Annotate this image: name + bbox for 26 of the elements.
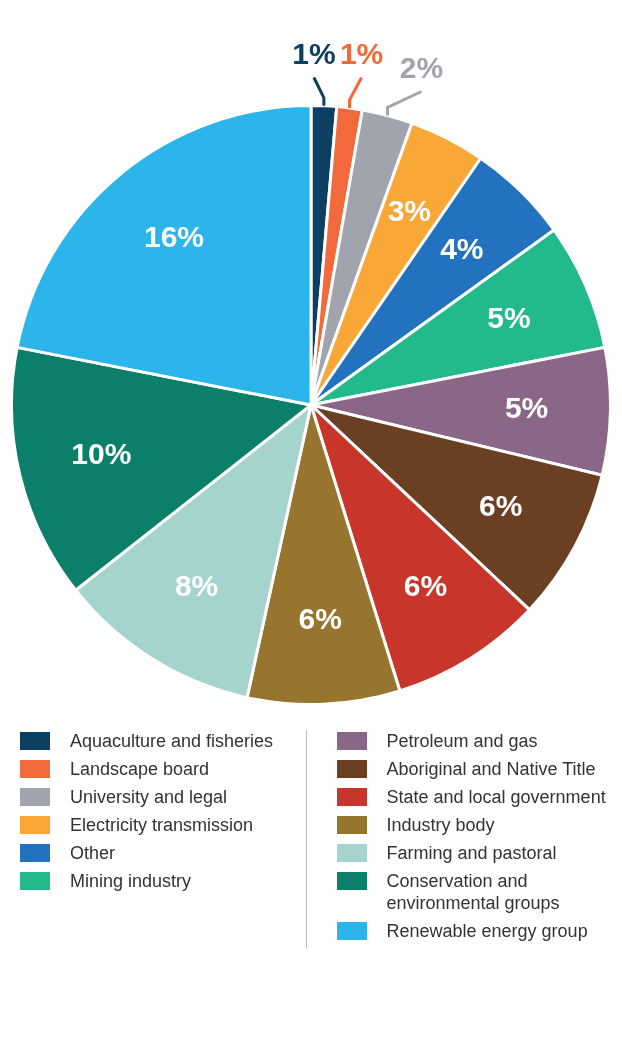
legend-label: Renewable energy group (386, 920, 588, 942)
data-label: 5% (504, 390, 549, 424)
legend-label: Aboriginal and Native Title (386, 758, 596, 780)
legend-label: Electricity transmission (70, 814, 254, 836)
data-label: 1% (292, 36, 336, 70)
data-label: 5% (487, 300, 531, 334)
data-label: 6% (479, 488, 523, 522)
legend-label: State and local government (386, 786, 606, 808)
data-label: 2% (399, 50, 444, 84)
data-label: 4% (440, 232, 484, 266)
data-label: 16% (143, 219, 204, 253)
data-label: 8% (174, 569, 219, 603)
legend-label: University and legal (70, 786, 228, 808)
data-label: 10% (71, 436, 132, 470)
legend-label: Petroleum and gas (386, 730, 538, 752)
data-label: 1% (339, 36, 384, 70)
legend-label: Industry body (386, 814, 495, 836)
legend-label: Landscape board (70, 758, 210, 780)
legend-label: Conservation and environmental groups (386, 870, 561, 914)
legend-label: Aquaculture and fisheries (70, 730, 274, 752)
data-label: 3% (387, 194, 431, 228)
legend-label: Farming and pastoral (386, 842, 557, 864)
legend-label: Mining industry (70, 870, 192, 892)
data-label: 6% (298, 601, 342, 635)
legend-label: Other (70, 842, 116, 864)
data-label: 6% (403, 569, 448, 603)
